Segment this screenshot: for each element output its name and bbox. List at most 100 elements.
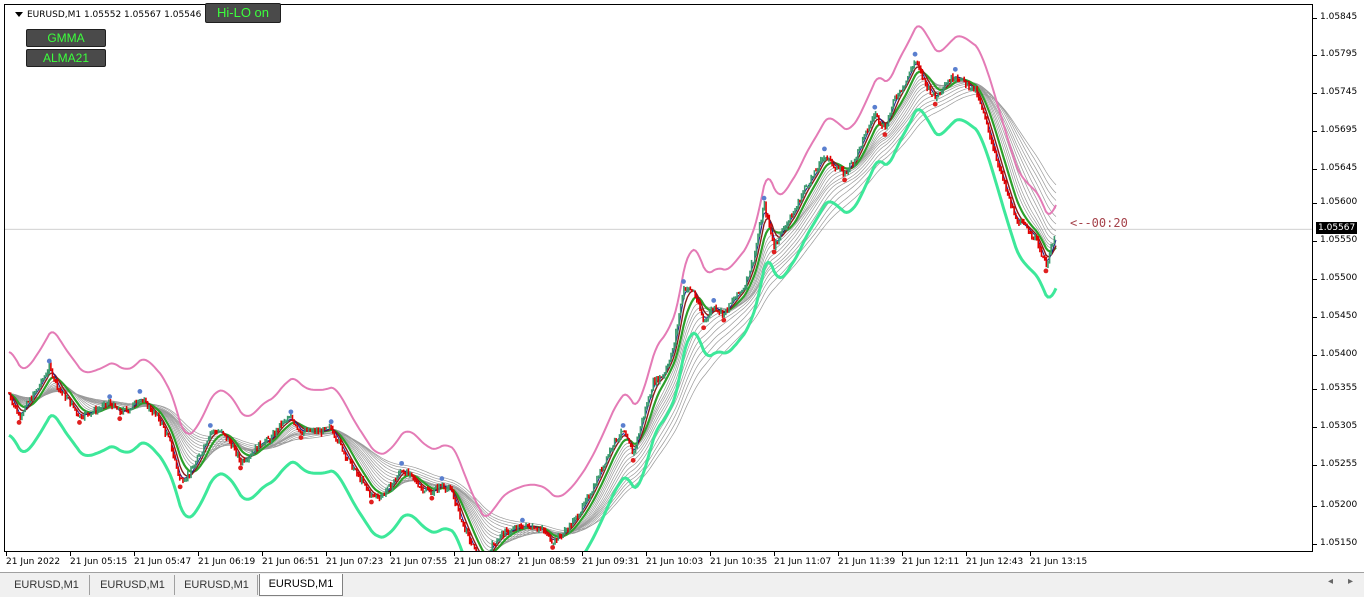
swing-low-dot (238, 465, 243, 471)
swing-high-dot (439, 476, 445, 481)
y-tick-mark (1313, 426, 1317, 428)
swing-high-dot (137, 388, 143, 394)
x-tick-label: 21 Jun 11:39 (838, 557, 896, 567)
x-tick-label: 21 Jun 08:27 (454, 557, 512, 567)
x-tick-mark (326, 552, 327, 556)
blue-ma-line (8, 63, 1057, 551)
y-tick-mark (1313, 316, 1317, 318)
hilo-button[interactable]: Hi-LO on (205, 3, 281, 23)
swing-low-dot (77, 420, 82, 425)
swing-high-dot (107, 394, 113, 400)
swing-high-dot (761, 195, 767, 201)
price-chart[interactable] (5, 5, 1312, 551)
swing-low-dot (771, 249, 777, 255)
swing-low-dot (1043, 268, 1049, 274)
y-tick-label: 1.05305 (1320, 420, 1358, 431)
y-tick-mark (1313, 55, 1317, 57)
bar-timer: <--00:20 (1070, 216, 1128, 230)
swing-high-dot (681, 279, 686, 284)
x-tick-label: 21 Jun 06:51 (262, 557, 320, 567)
alma21-button[interactable]: ALMA21 (26, 49, 106, 67)
swing-high-dot (399, 460, 405, 466)
x-tick-mark (6, 552, 7, 556)
y-tick-label: 1.05400 (1320, 348, 1358, 359)
swing-low-dot (298, 435, 304, 441)
x-tick-mark (646, 552, 647, 556)
x-tick-label: 21 Jun 05:15 (70, 557, 128, 567)
scroll-right-icon[interactable]: ▸ (1348, 576, 1354, 587)
gmma-long-line-4 (8, 81, 1057, 543)
x-tick-label: 21 Jun 08:59 (518, 557, 576, 567)
gmma-button[interactable]: GMMA (26, 29, 106, 47)
x-tick-label: 21 Jun 12:11 (902, 557, 960, 567)
swing-high-dot (520, 517, 525, 523)
swing-high-dot (711, 298, 717, 303)
swing-low-dot (932, 101, 938, 107)
y-tick-label: 1.05150 (1320, 538, 1358, 549)
symbol-info: EURUSD,M1 1.05552 1.05567 1.05546 1.05 (27, 10, 225, 20)
swing-high-dot (46, 358, 52, 364)
x-tick-label: 21 Jun 07:55 (390, 557, 448, 567)
chart-tabs: EURUSD,M1 EURUSD,M1 EURUSD,M1 EURUSD,M1 (0, 572, 1364, 597)
x-tick-mark (198, 552, 199, 556)
x-tick-label: 21 Jun 05:47 (134, 557, 192, 567)
swing-high-dot (872, 104, 878, 110)
y-tick-label: 1.05695 (1320, 125, 1358, 136)
x-tick-mark (966, 552, 967, 556)
x-tick-mark (838, 552, 839, 556)
y-tick-mark (1313, 354, 1317, 356)
tab-chart-2[interactable]: EURUSD,M1 (91, 575, 175, 595)
swing-high-dot (288, 409, 294, 415)
y-tick-label: 1.05355 (1320, 382, 1358, 393)
tab-chart-1[interactable]: EURUSD,M1 (4, 575, 90, 595)
x-tick-mark (134, 552, 135, 556)
swing-high-dot (822, 146, 827, 152)
y-tick-mark (1313, 203, 1317, 205)
x-tick-mark (582, 552, 583, 556)
swing-high-dot (952, 66, 958, 72)
gmma-long-line-5 (8, 80, 1057, 540)
x-tick-mark (1030, 552, 1031, 556)
x-tick-mark (454, 552, 455, 556)
gmma-long-line-8 (8, 83, 1057, 536)
x-tick-mark (390, 552, 391, 556)
tab-chart-4[interactable]: EURUSD,M1 (259, 574, 343, 596)
x-tick-mark (774, 552, 775, 556)
y-tick-label: 1.05550 (1320, 235, 1358, 246)
swing-high-dot (207, 423, 213, 428)
y-tick-label: 1.05450 (1320, 310, 1358, 321)
y-tick-mark (1313, 544, 1317, 546)
x-tick-label: 21 Jun 13:15 (1030, 557, 1088, 567)
scroll-left-icon[interactable]: ◂ (1328, 576, 1334, 587)
x-tick-label: 21 Jun 2022 (6, 557, 61, 567)
x-tick-label: 21 Jun 11:07 (774, 557, 832, 567)
swing-high-dot (328, 419, 334, 425)
y-tick-label: 1.05845 (1320, 11, 1358, 22)
menu-triangle-icon[interactable] (15, 12, 23, 17)
swing-low-dot (16, 420, 22, 425)
x-tick-mark (262, 552, 263, 556)
swing-low-dot (842, 177, 847, 183)
x-tick-label: 21 Jun 10:03 (646, 557, 704, 567)
y-tick-mark (1313, 388, 1317, 390)
x-tick-mark (70, 552, 71, 556)
y-tick-mark (1313, 279, 1317, 280)
x-tick-label: 21 Jun 10:35 (710, 557, 768, 567)
swing-low-dot (177, 484, 183, 490)
upper-band-line (8, 25, 1057, 518)
y-tick-mark (1313, 241, 1317, 243)
symbol-header: EURUSD,M1 1.05552 1.05567 1.05546 1.05 (15, 10, 224, 20)
swing-low-dot (117, 416, 123, 422)
swing-low-dot (369, 499, 374, 505)
chart-area[interactable]: EURUSD,M1 1.05552 1.05567 1.05546 1.05 (4, 4, 1313, 552)
gmma-long-line-7 (8, 82, 1057, 535)
x-tick-label: 21 Jun 07:23 (326, 557, 384, 567)
y-tick-mark (1313, 17, 1317, 19)
y-tick-label: 1.05795 (1320, 49, 1358, 60)
x-tick-label: 21 Jun 06:19 (198, 557, 256, 567)
tab-chart-3[interactable]: EURUSD,M1 (176, 575, 258, 595)
y-tick-mark (1313, 169, 1317, 171)
fast-ma-line (8, 66, 1057, 551)
y-tick-label: 1.05200 (1320, 500, 1358, 511)
y-tick-label: 1.05255 (1320, 458, 1358, 469)
